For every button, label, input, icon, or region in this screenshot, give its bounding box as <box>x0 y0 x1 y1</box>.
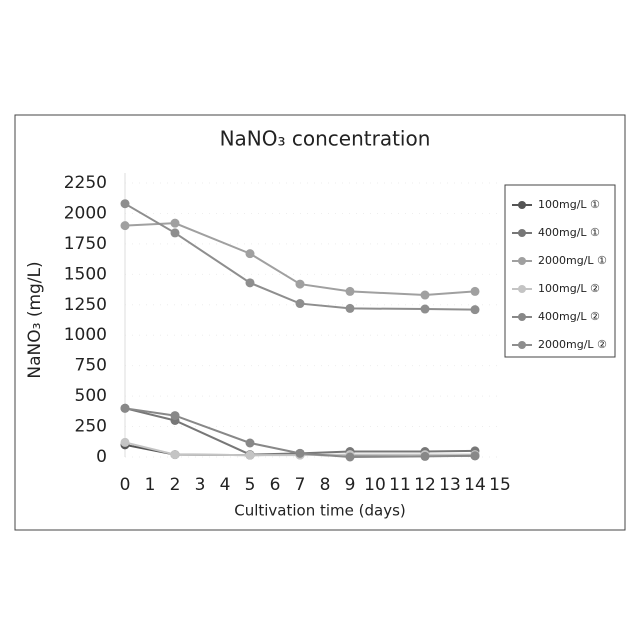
data-point <box>121 438 130 447</box>
legend-marker <box>518 201 526 209</box>
data-point <box>246 278 255 287</box>
data-point <box>471 451 480 460</box>
data-point <box>296 280 305 289</box>
y-tick-label: 1250 <box>64 295 107 315</box>
y-tick-label: 1000 <box>64 325 107 345</box>
x-tick-label: 3 <box>195 475 206 495</box>
x-tick-label: 11 <box>389 475 411 495</box>
data-point <box>471 305 480 314</box>
data-point <box>296 449 305 458</box>
y-tick-label: 500 <box>75 386 107 406</box>
legend-marker <box>518 229 526 237</box>
data-point <box>246 451 255 460</box>
y-tick-label: 1500 <box>64 264 107 284</box>
x-tick-label: 10 <box>364 475 386 495</box>
data-point <box>171 228 180 237</box>
x-tick-label: 14 <box>464 475 486 495</box>
legend-marker <box>518 313 526 321</box>
data-point <box>171 219 180 228</box>
legend-marker <box>518 257 526 265</box>
y-tick-label: 0 <box>96 447 107 467</box>
chart-title: NaNO₃ concentration <box>220 127 431 151</box>
data-point <box>471 287 480 296</box>
data-point <box>121 221 130 230</box>
data-point <box>121 404 130 413</box>
chart: NaNO₃ concentration Cultivation time (da… <box>0 0 640 640</box>
legend-label: 2000mg/L ② <box>538 338 607 351</box>
data-point <box>121 199 130 208</box>
legend-label: 100mg/L ② <box>538 282 600 295</box>
x-tick-label: 0 <box>120 475 131 495</box>
data-point <box>171 411 180 420</box>
data-point <box>421 305 430 314</box>
data-point <box>246 438 255 447</box>
x-tick-label: 6 <box>270 475 281 495</box>
data-point <box>296 299 305 308</box>
data-point <box>421 291 430 300</box>
legend-label: 400mg/L ① <box>538 226 600 239</box>
legend-marker <box>518 341 526 349</box>
data-point <box>346 304 355 313</box>
x-tick-label: 8 <box>320 475 331 495</box>
legend-marker <box>518 285 526 293</box>
data-point <box>171 450 180 459</box>
data-point <box>346 453 355 462</box>
data-point <box>346 287 355 296</box>
x-axis-label: Cultivation time (days) <box>234 502 406 520</box>
y-tick-label: 750 <box>75 356 107 376</box>
y-tick-label: 250 <box>75 417 107 437</box>
x-tick-label: 12 <box>414 475 436 495</box>
legend-label: 400mg/L ② <box>538 310 600 323</box>
x-tick-label: 4 <box>220 475 231 495</box>
legend-label: 2000mg/L ① <box>538 254 607 267</box>
y-tick-label: 2250 <box>64 173 107 193</box>
x-tick-label: 1 <box>145 475 156 495</box>
legend-label: 100mg/L ① <box>538 198 600 211</box>
x-tick-label: 13 <box>439 475 461 495</box>
data-point <box>421 452 430 461</box>
y-tick-label: 2000 <box>64 203 107 223</box>
x-tick-label: 15 <box>489 475 511 495</box>
y-tick-label: 1750 <box>64 234 107 254</box>
x-tick-label: 2 <box>170 475 181 495</box>
data-point <box>246 249 255 258</box>
x-tick-label: 7 <box>295 475 306 495</box>
x-tick-label: 9 <box>345 475 356 495</box>
x-tick-label: 5 <box>245 475 256 495</box>
y-axis-label: NaNO₃ (mg/L) <box>25 261 45 378</box>
